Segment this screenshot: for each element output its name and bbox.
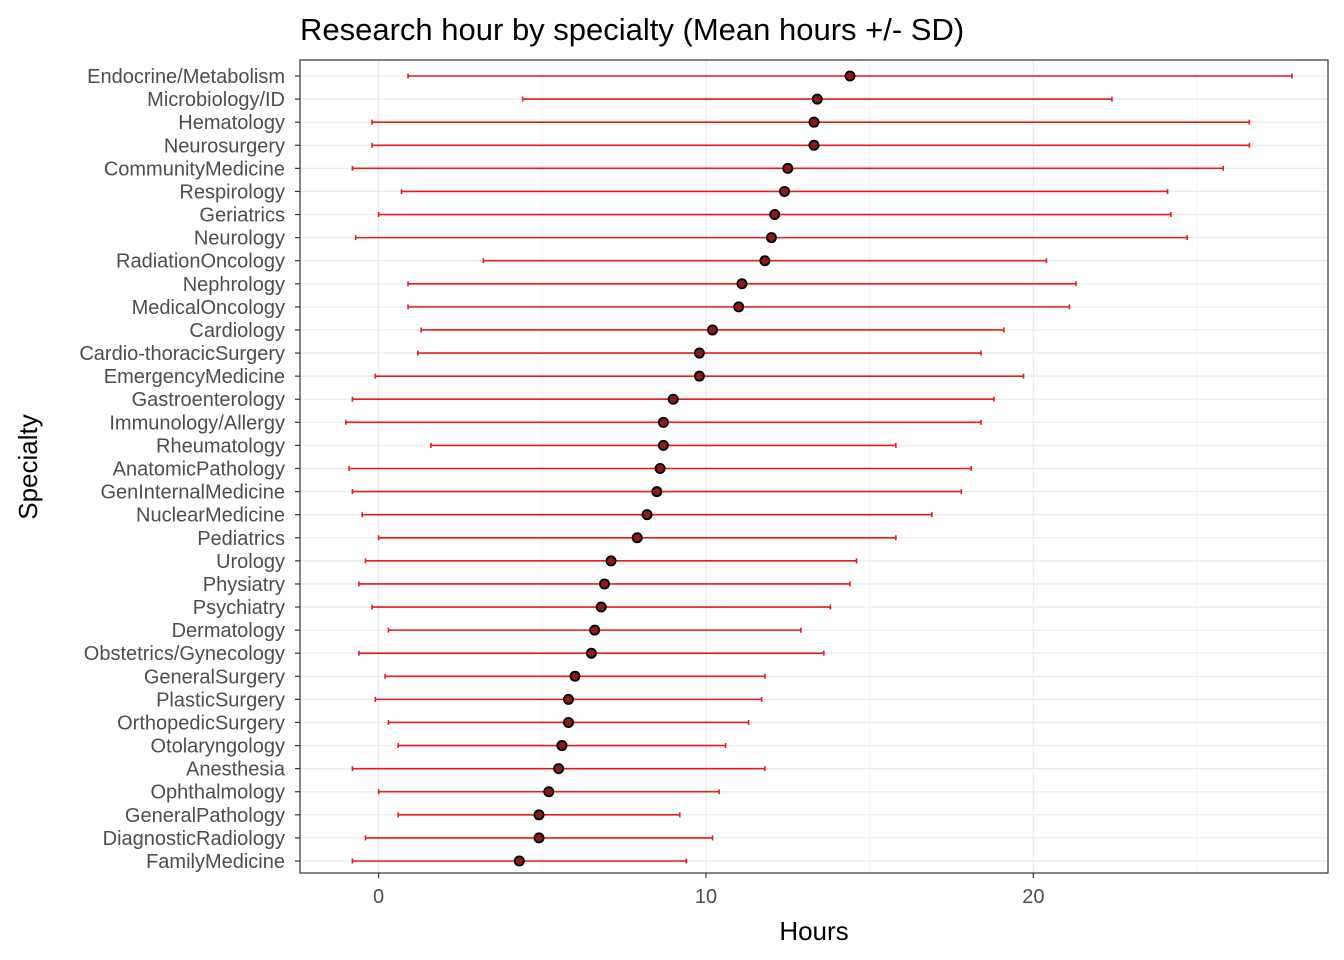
mean-point	[589, 624, 601, 636]
chart-title: Research hour by specialty (Mean hours +…	[300, 12, 964, 47]
mean-point	[667, 393, 679, 405]
y-tick-label: MedicalOncology	[132, 297, 285, 319]
y-tick-label: FamilyMedicine	[146, 851, 285, 873]
y-tick-label: GeneralPathology	[125, 805, 285, 827]
mean-point	[844, 70, 856, 82]
y-tick-labels: Endocrine/MetabolismMicrobiology/IDHemat…	[79, 66, 300, 873]
mean-point	[759, 255, 771, 267]
mean-point	[779, 185, 791, 197]
y-tick-label: Geriatrics	[199, 205, 285, 227]
y-tick-label: DiagnosticRadiology	[103, 828, 285, 850]
y-tick-label: Otolaryngology	[150, 736, 285, 758]
y-tick-label: Pediatrics	[197, 528, 285, 550]
y-tick-label: Psychiatry	[193, 597, 285, 619]
mean-point	[569, 670, 581, 682]
mean-point	[562, 693, 574, 705]
y-tick-label: EmergencyMedicine	[104, 366, 285, 388]
mean-point	[651, 486, 663, 498]
y-tick-label: Cardiology	[189, 320, 285, 342]
mean-point	[533, 832, 545, 844]
y-tick-label: Nephrology	[183, 274, 285, 296]
mean-point	[598, 578, 610, 590]
y-tick-label: GenInternalMedicine	[100, 482, 285, 504]
mean-points	[513, 70, 856, 867]
y-tick-label: RadiationOncology	[116, 251, 285, 273]
y-tick-label: Dermatology	[172, 620, 285, 642]
x-tick-label: 20	[1022, 886, 1044, 908]
y-tick-label: OrthopedicSurgery	[117, 712, 285, 734]
y-tick-label: Neurosurgery	[164, 135, 285, 157]
mean-point	[513, 855, 525, 867]
mean-point	[765, 232, 777, 244]
y-tick-label: Physiatry	[203, 574, 285, 596]
x-axis-title: Hours	[779, 916, 848, 946]
x-tick-label: 0	[373, 886, 384, 908]
mean-point	[657, 416, 669, 428]
mean-point	[811, 93, 823, 105]
y-tick-label: PlasticSurgery	[156, 689, 285, 711]
y-tick-label: Urology	[216, 551, 285, 573]
y-tick-label: Gastroenterology	[132, 389, 285, 411]
mean-point	[631, 532, 643, 544]
y-tick-label: GeneralSurgery	[144, 666, 285, 688]
y-tick-label: Respirology	[179, 181, 285, 203]
y-tick-label: Microbiology/ID	[147, 89, 285, 111]
grid	[300, 60, 1328, 873]
y-tick-label: Anesthesia	[186, 759, 286, 781]
mean-point	[605, 555, 617, 567]
y-tick-label: AnatomicPathology	[113, 459, 285, 481]
mean-point	[654, 462, 666, 474]
mean-point	[707, 324, 719, 336]
mean-point	[808, 116, 820, 128]
mean-point	[553, 763, 565, 775]
mean-point	[595, 601, 607, 613]
mean-point	[782, 162, 794, 174]
mean-point	[693, 370, 705, 382]
x-tick-labels: 0 10 20	[373, 873, 1044, 908]
mean-point	[543, 786, 555, 798]
mean-point	[693, 347, 705, 359]
mean-point	[736, 278, 748, 290]
y-tick-label: Neurology	[194, 228, 285, 250]
y-tick-label: NuclearMedicine	[136, 505, 285, 527]
y-axis-title: Specialty	[13, 414, 43, 520]
x-tick-label: 10	[695, 886, 717, 908]
mean-point	[562, 716, 574, 728]
mean-point	[657, 439, 669, 451]
mean-point	[556, 740, 568, 752]
mean-point	[733, 301, 745, 313]
plot-panel	[299, 59, 1329, 874]
y-tick-label: Hematology	[178, 112, 285, 134]
mean-point	[533, 809, 545, 821]
mean-point	[585, 647, 597, 659]
mean-point	[641, 509, 653, 521]
y-tick-label: Ophthalmology	[150, 782, 285, 804]
y-tick-label: Rheumatology	[156, 435, 285, 457]
y-tick-label: Immunology/Allergy	[109, 412, 285, 434]
mean-point	[769, 209, 781, 221]
mean-point	[808, 139, 820, 151]
y-tick-label: Endocrine/Metabolism	[87, 66, 285, 88]
y-tick-label: CommunityMedicine	[104, 158, 285, 180]
y-tick-label: Obstetrics/Gynecology	[84, 643, 285, 665]
y-tick-label: Cardio-thoracicSurgery	[79, 343, 285, 365]
